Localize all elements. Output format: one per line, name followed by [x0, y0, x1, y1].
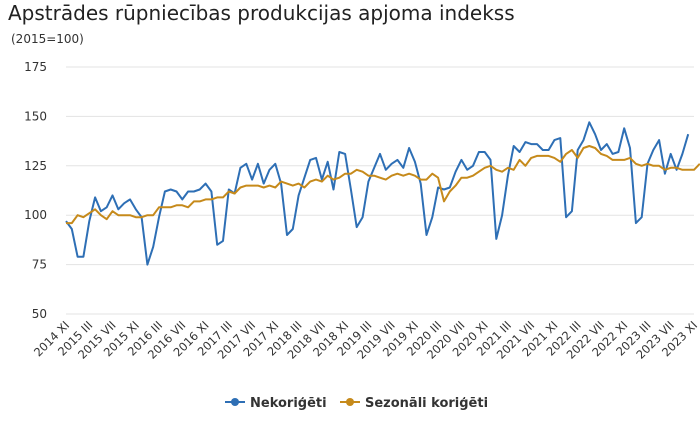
y-tick-label: 75 [32, 258, 47, 272]
gridlines [66, 66, 694, 315]
legend-marker-sezonali-korigeti [346, 398, 354, 406]
legend-item-nekorigeti[interactable]: Nekoriģēti [225, 396, 327, 411]
y-tick-label: 100 [24, 208, 47, 222]
chart-subtitle: (2015=100) [11, 32, 84, 46]
legend-marker-nekorigeti [231, 398, 239, 406]
legend-label-nekorigeti: Nekoriģēti [250, 396, 327, 411]
y-tick-label: 125 [24, 159, 47, 173]
y-tick-label: 150 [24, 109, 47, 123]
series-line-nekorigeti[interactable] [65, 121, 690, 266]
chart-title: Apstrādes rūpniecības produkcijas apjoma… [8, 1, 515, 25]
series-line-sezonali-korigeti[interactable] [66, 145, 700, 225]
legend: Nekoriģēti Sezonāli koriģēti [225, 396, 488, 411]
legend-label-sezonali-korigeti: Sezonāli koriģēti [365, 396, 488, 411]
legend-item-sezonali-korigeti[interactable]: Sezonāli koriģēti [340, 396, 488, 411]
y-axis-ticks: 50 75 100 125 150 175 [24, 60, 47, 321]
y-tick-label: 175 [24, 60, 47, 74]
y-tick-label: 50 [32, 307, 47, 321]
series-lines [65, 121, 700, 266]
